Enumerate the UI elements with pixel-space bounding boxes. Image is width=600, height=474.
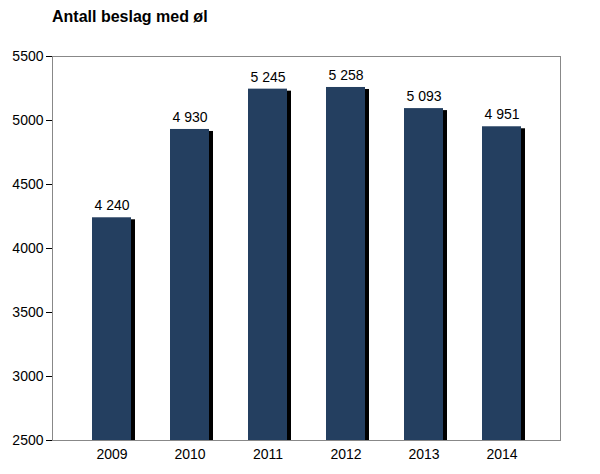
svg-text:2014: 2014 [486,446,517,462]
svg-text:4500: 4500 [12,176,43,192]
svg-text:2010: 2010 [174,446,205,462]
html-text:Antall beslag med øl: Antall beslag med øl [52,8,208,25]
svg-text:2009: 2009 [96,446,127,462]
svg-text:3000: 3000 [12,368,43,384]
svg-text:4000: 4000 [12,240,43,256]
svg-text:5500: 5500 [12,48,43,64]
svg-text:4 240: 4 240 [94,197,129,213]
svg-text:2012: 2012 [330,446,361,462]
svg-text:5000: 5000 [12,112,43,128]
svg-text:5 093: 5 093 [406,88,441,104]
svg-text:2500: 2500 [12,432,43,448]
svg-text:2013: 2013 [408,446,439,462]
svg-text:4 951: 4 951 [484,106,519,122]
svg-text:4 930: 4 930 [172,109,207,125]
svg-text:3500: 3500 [12,304,43,320]
svg-text:2011: 2011 [253,446,283,462]
svg-text:5 258: 5 258 [328,67,363,83]
svg-text:5 245: 5 245 [250,69,285,85]
